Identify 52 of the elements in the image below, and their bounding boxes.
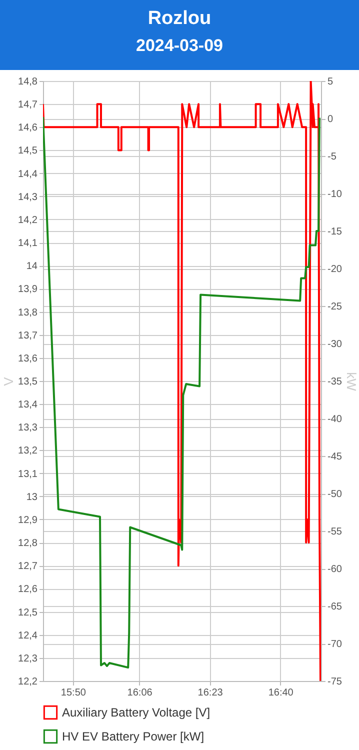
y-tick-label: 13,7 xyxy=(18,330,38,342)
y-tick-label: 12,5 xyxy=(18,607,38,618)
y2-tick-label: -60 xyxy=(328,564,342,575)
y-tick-label: 13,4 xyxy=(18,400,38,411)
y-tick-label: 13,5 xyxy=(18,376,38,388)
y-tick-label: 14,7 xyxy=(18,100,38,111)
x-tick-label: 16:40 xyxy=(268,688,294,698)
y2-tick-label: -15 xyxy=(328,226,342,238)
y-tick-label: 14,4 xyxy=(18,168,38,180)
y-tick-label: 12,7 xyxy=(18,561,38,572)
y2-tick-label: -45 xyxy=(328,452,342,462)
y-tick-label: 13 xyxy=(26,492,38,503)
y2-tick-label: -40 xyxy=(328,414,342,425)
y-tick-label: 12,2 xyxy=(18,676,38,688)
y-tick-label: 13,9 xyxy=(18,284,38,296)
y-tick-label: 13,8 xyxy=(18,307,38,318)
y-tick-label: 12,9 xyxy=(18,514,38,526)
x-tick-label: 15:50 xyxy=(60,688,86,698)
y-tick-label: 13,6 xyxy=(18,353,38,364)
y-tick-label: 14,8 xyxy=(18,76,38,88)
y2-tick-label: 5 xyxy=(328,76,334,88)
y-tick-label: 14,6 xyxy=(18,122,38,134)
y2-tick-label: -75 xyxy=(328,676,342,688)
y2-tick-label: -70 xyxy=(328,639,342,650)
y-tick-label: 12,6 xyxy=(18,584,38,596)
legend-label: Auxiliary Battery Voltage [V] xyxy=(62,706,210,720)
y-tick-label: 12,4 xyxy=(18,630,38,642)
y-tick-label: 12,8 xyxy=(18,538,38,550)
y-tick-label: 14 xyxy=(26,261,38,272)
y-tick-label: 13,1 xyxy=(18,468,38,480)
y2-tick-label: -65 xyxy=(328,602,342,612)
y2-tick-label: -5 xyxy=(328,152,337,162)
legend-label: HV EV Battery Power [kW] xyxy=(62,730,204,744)
chart-title: Rozlou xyxy=(146,7,212,31)
x-tick-label: 16:06 xyxy=(127,688,153,698)
chart-subtitle: 2024-03-09 xyxy=(135,35,224,57)
y2-tick-label: -25 xyxy=(328,302,342,312)
y2-tick-label: -55 xyxy=(328,526,342,538)
y-tick-label: 12,3 xyxy=(18,653,38,664)
y2-tick-label: -35 xyxy=(328,376,342,388)
y-tick-label: 13,2 xyxy=(18,446,38,457)
y2-tick-label: -20 xyxy=(328,264,342,275)
y2-tick-label: -30 xyxy=(328,339,342,350)
y2-tick-label: 0 xyxy=(328,114,334,125)
x-tick-label: 16:23 xyxy=(198,688,224,698)
y-tick-label: 13,3 xyxy=(18,422,38,434)
y2-tick-label: -50 xyxy=(328,489,342,500)
y2-tick-label: -10 xyxy=(328,189,342,200)
y-tick-label: 14,3 xyxy=(18,192,38,203)
y-tick-label: 14,2 xyxy=(18,214,38,226)
y-tick-label: 14,1 xyxy=(18,238,38,250)
y-tick-label: 14,5 xyxy=(18,146,38,157)
